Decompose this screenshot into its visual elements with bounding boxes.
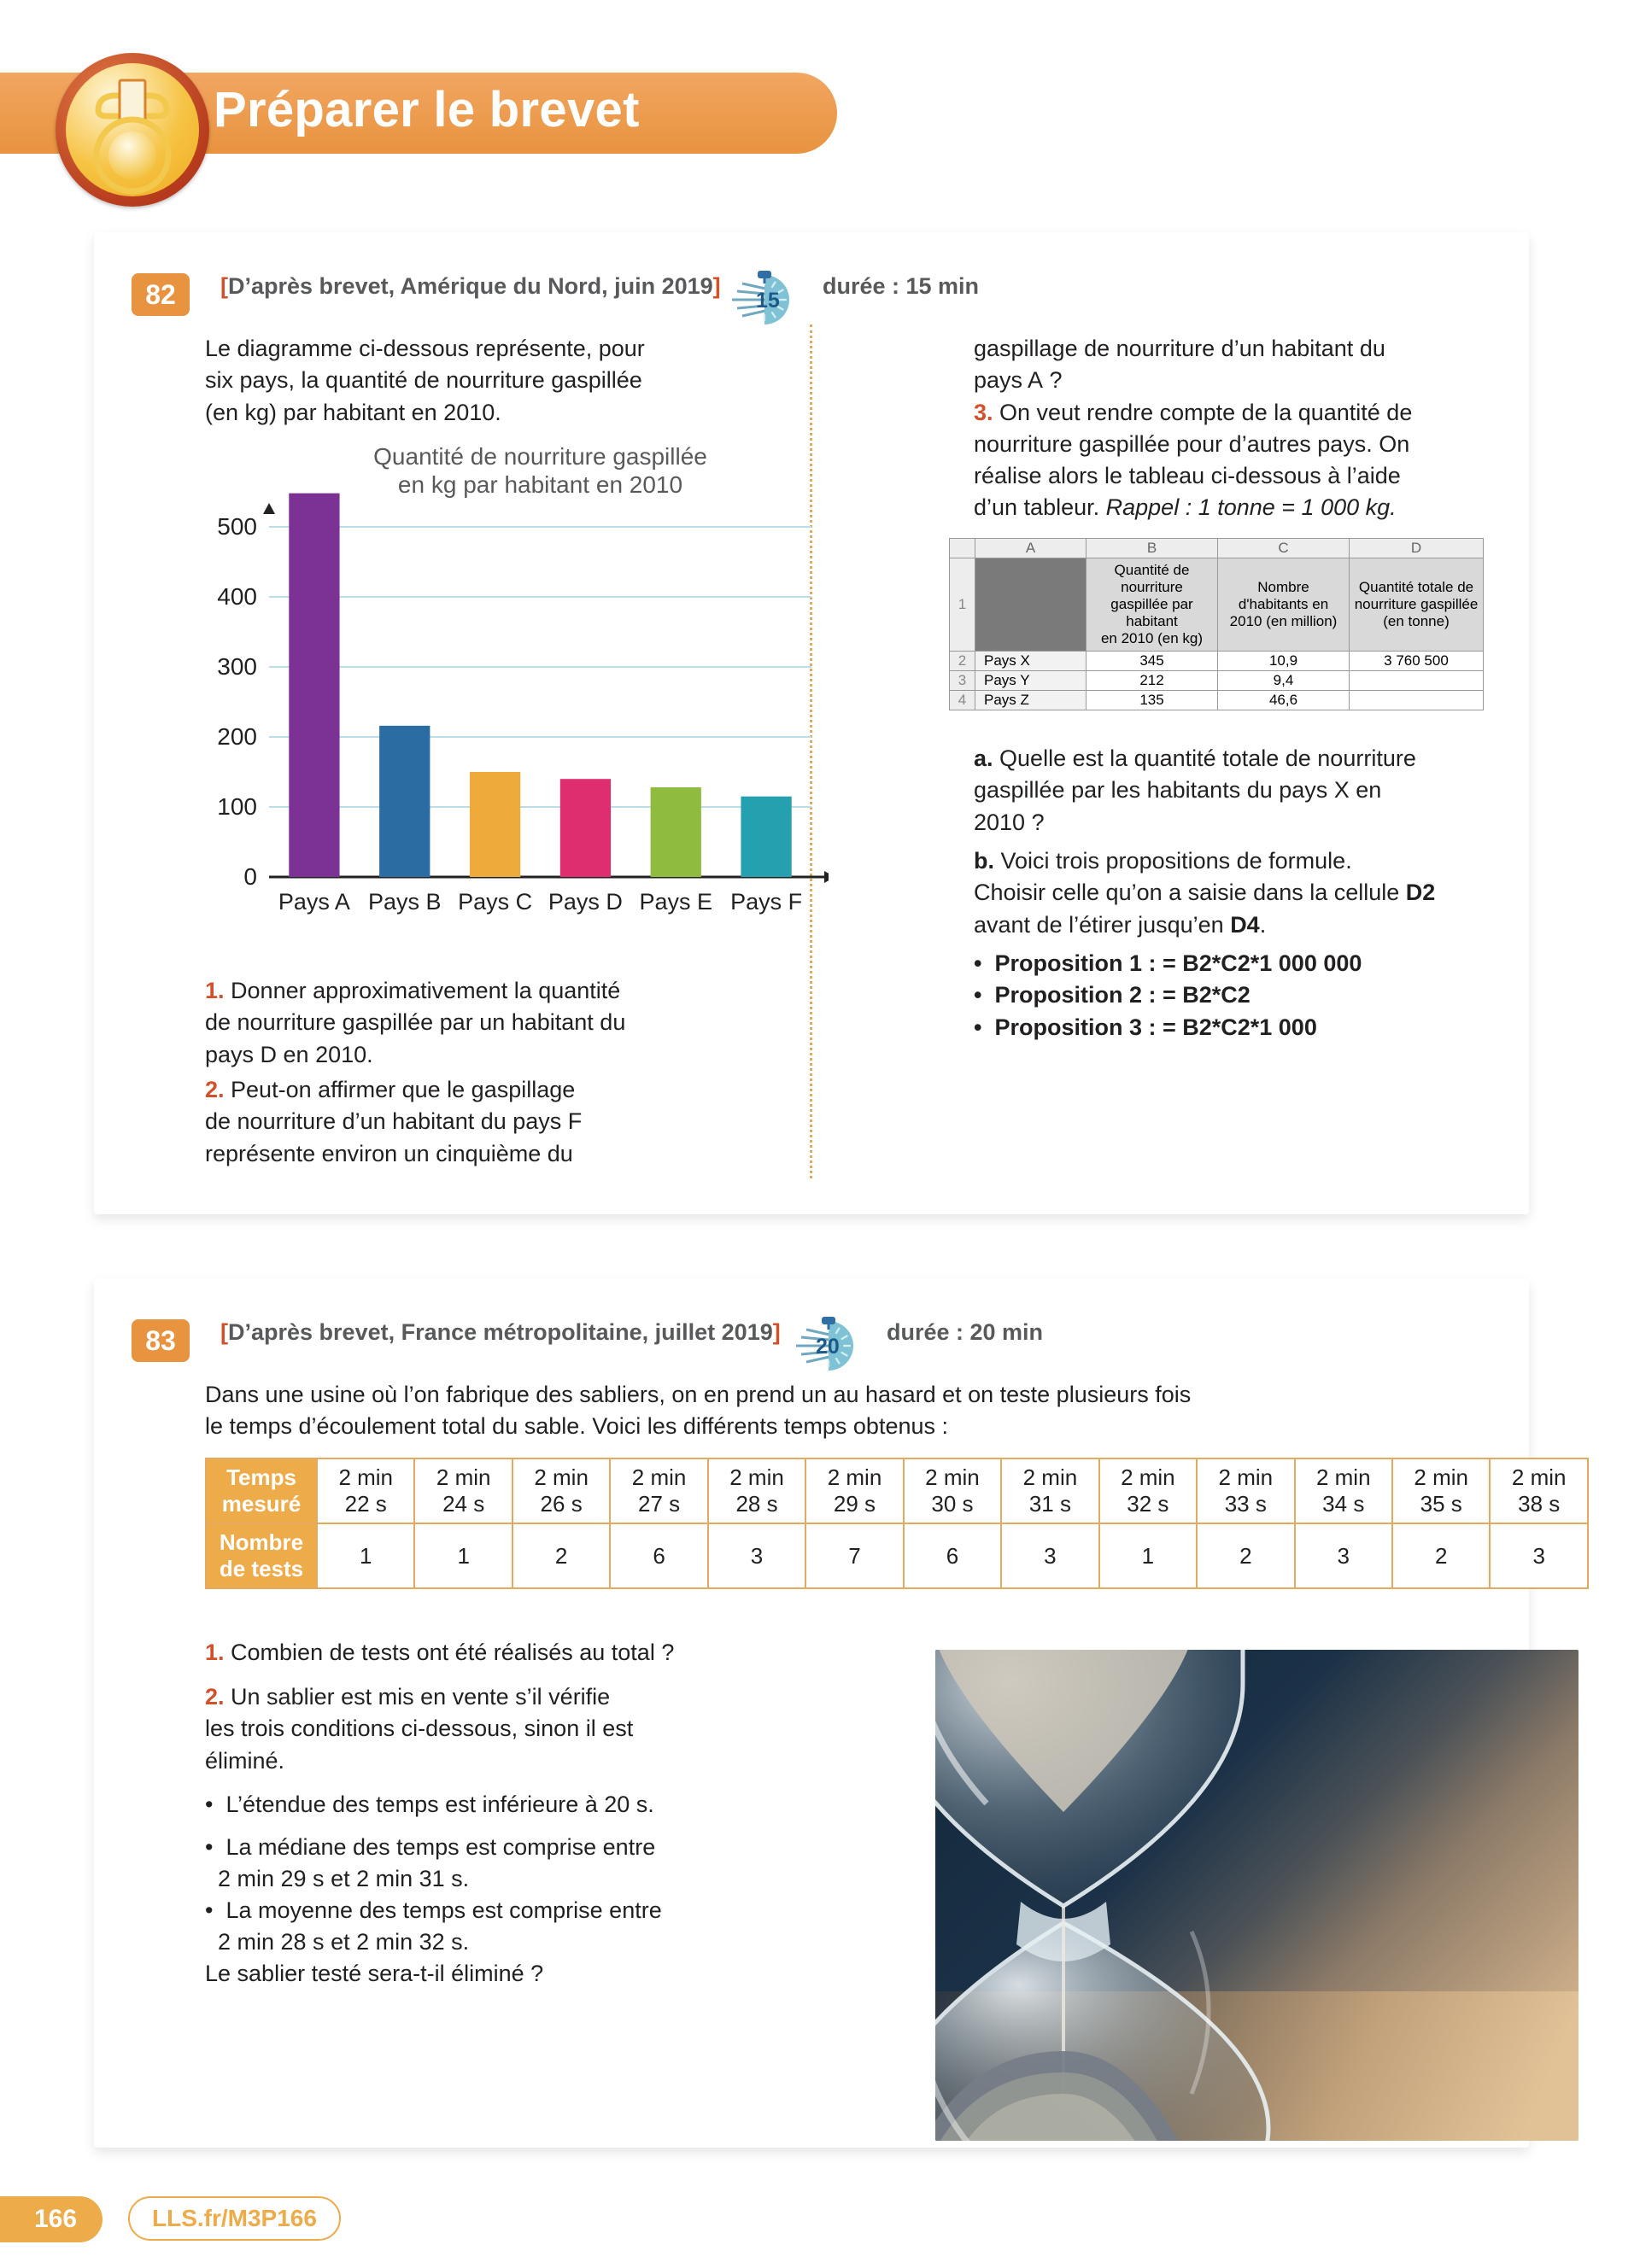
svg-text:Pays A: Pays A <box>278 889 350 915</box>
svg-text:200: 200 <box>217 723 257 750</box>
svg-text:Pays C: Pays C <box>458 889 532 915</box>
svg-text:15: 15 <box>756 289 780 313</box>
svg-text:300: 300 <box>217 653 257 680</box>
svg-text:Pays F: Pays F <box>730 889 802 915</box>
svg-text:400: 400 <box>217 583 257 610</box>
svg-text:Quantité de nourriture gaspill: Quantité de nourriture gaspillée <box>373 446 707 470</box>
svg-text:Pays E: Pays E <box>639 889 712 915</box>
svg-text:Pays D: Pays D <box>548 889 623 915</box>
svg-text:20: 20 <box>816 1335 840 1359</box>
svg-text:Pays B: Pays B <box>368 889 442 915</box>
svg-text:100: 100 <box>217 793 257 820</box>
svg-text:0: 0 <box>243 863 257 890</box>
svg-text:500: 500 <box>217 513 257 540</box>
svg-text:en kg par habitant en 2010: en kg par habitant en 2010 <box>398 471 682 498</box>
